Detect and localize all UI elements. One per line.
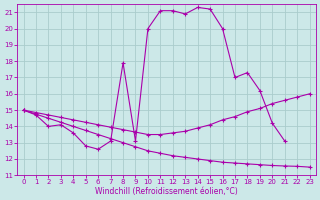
X-axis label: Windchill (Refroidissement éolien,°C): Windchill (Refroidissement éolien,°C): [95, 187, 238, 196]
